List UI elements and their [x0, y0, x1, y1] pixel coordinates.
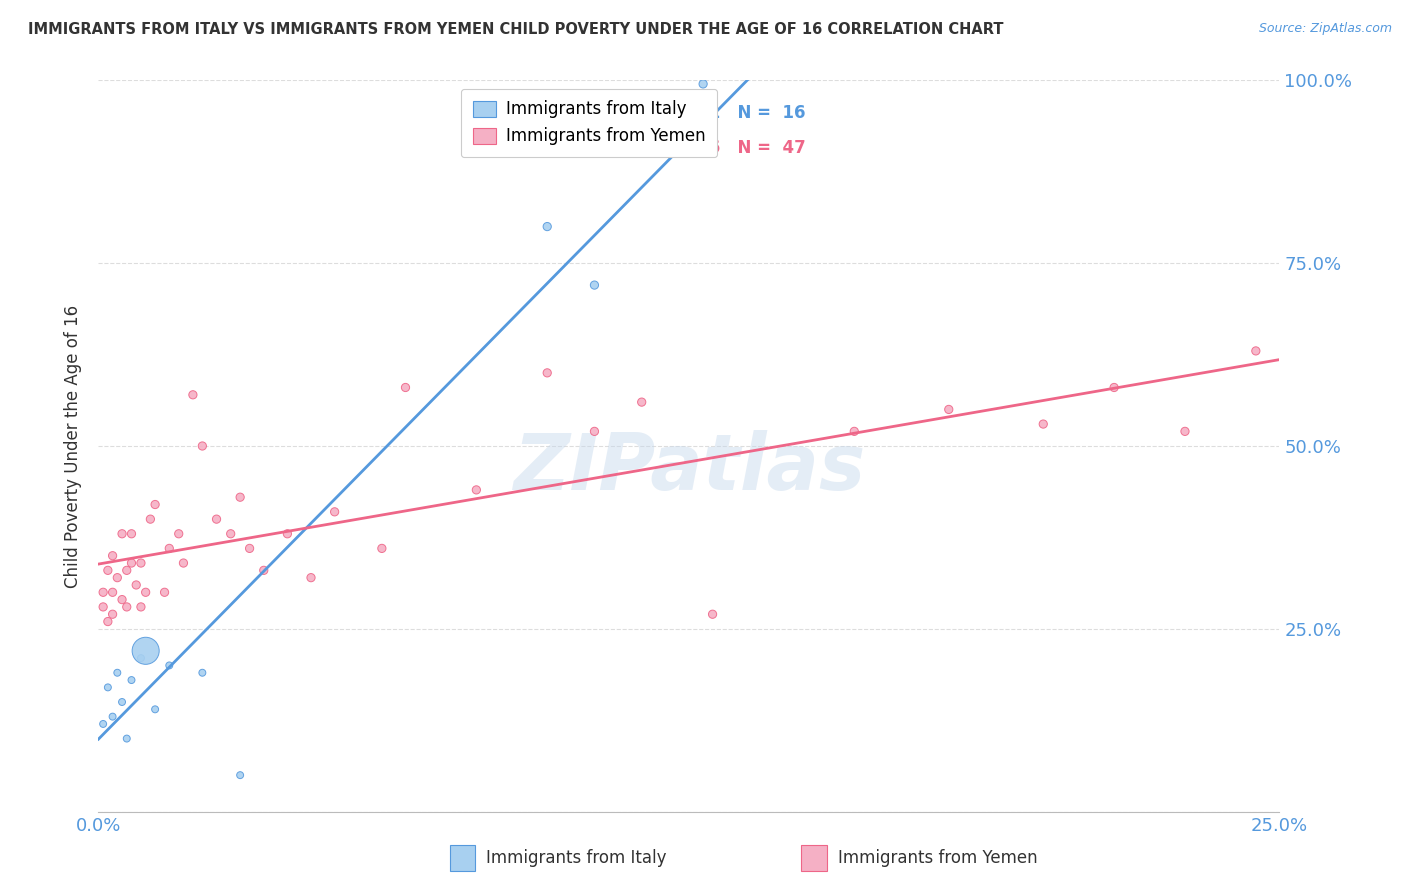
Point [97, 681, 120, 695]
Point [1102, 380, 1125, 394]
Text: R =  0.506   N =  47: R = 0.506 N = 47 [624, 138, 806, 157]
Point [630, 395, 652, 409]
Point [115, 563, 138, 577]
Point [101, 585, 124, 599]
Point [938, 402, 960, 417]
Point [1244, 343, 1267, 358]
Point [91, 717, 114, 731]
Text: Immigrants from Yemen: Immigrants from Yemen [838, 849, 1038, 867]
Point [172, 556, 194, 570]
Point [115, 599, 138, 614]
Point [91, 599, 114, 614]
Point [139, 512, 162, 526]
Point [91, 585, 114, 599]
Point [253, 563, 276, 577]
Point [111, 592, 134, 607]
Y-axis label: Child Poverty Under the Age of 16: Child Poverty Under the Age of 16 [65, 304, 83, 588]
Point [121, 526, 143, 541]
Text: Immigrants from Italy: Immigrants from Italy [486, 849, 666, 867]
Text: ZIPatlas: ZIPatlas [513, 430, 865, 506]
Point [101, 709, 124, 723]
Point [101, 549, 124, 563]
Point [157, 658, 180, 673]
Point [111, 526, 134, 541]
Point [299, 571, 322, 585]
Point [191, 439, 214, 453]
Point [844, 425, 866, 439]
Point [191, 665, 214, 680]
Point [583, 278, 606, 293]
Text: Source: ZipAtlas.com: Source: ZipAtlas.com [1258, 22, 1392, 36]
Point [121, 556, 143, 570]
Point [536, 366, 558, 380]
Point [465, 483, 488, 497]
Point [135, 644, 157, 658]
Point [153, 585, 176, 599]
Point [115, 731, 138, 746]
Text: IMMIGRANTS FROM ITALY VS IMMIGRANTS FROM YEMEN CHILD POVERTY UNDER THE AGE OF 16: IMMIGRANTS FROM ITALY VS IMMIGRANTS FROM… [28, 22, 1004, 37]
Point [105, 665, 128, 680]
Point [276, 526, 298, 541]
Point [143, 702, 166, 716]
Point [1032, 417, 1054, 431]
Point [157, 541, 180, 556]
Point [371, 541, 394, 556]
Point [1174, 425, 1197, 439]
Point [536, 219, 558, 234]
Point [105, 571, 128, 585]
Point [219, 526, 242, 541]
Point [129, 599, 152, 614]
Point [143, 498, 166, 512]
Point [181, 388, 204, 402]
Point [101, 607, 124, 622]
Text: R =  0.681   N =  16: R = 0.681 N = 16 [624, 104, 806, 122]
Point [129, 651, 152, 665]
Point [121, 673, 143, 687]
Point [125, 578, 148, 592]
Point [135, 585, 157, 599]
Point [129, 556, 152, 570]
Point [239, 541, 262, 556]
Point [229, 490, 252, 504]
Point [97, 615, 120, 629]
Point [692, 77, 714, 91]
Point [111, 695, 134, 709]
Point [583, 425, 606, 439]
Point [702, 607, 724, 622]
Point [205, 512, 228, 526]
Legend: Immigrants from Italy, Immigrants from Yemen: Immigrants from Italy, Immigrants from Y… [461, 88, 717, 157]
Point [323, 505, 346, 519]
Point [394, 380, 416, 394]
Point [97, 563, 120, 577]
Point [229, 768, 252, 782]
Point [167, 526, 190, 541]
